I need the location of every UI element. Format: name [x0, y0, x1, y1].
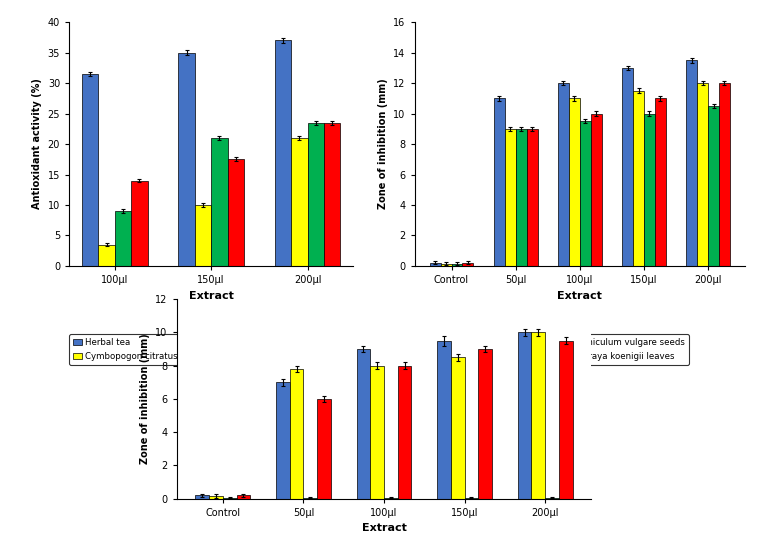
Bar: [580, 121, 591, 266]
Bar: [290, 369, 303, 499]
Bar: [465, 497, 478, 499]
Bar: [527, 129, 538, 266]
Bar: [370, 366, 384, 499]
Bar: [178, 53, 195, 266]
Bar: [441, 264, 452, 266]
Bar: [505, 129, 515, 266]
Bar: [452, 264, 462, 266]
Bar: [451, 357, 465, 499]
Bar: [384, 497, 398, 499]
Bar: [531, 332, 545, 499]
Y-axis label: Zone of inhibition (mm): Zone of inhibition (mm): [378, 79, 388, 209]
Bar: [276, 382, 290, 499]
Bar: [308, 123, 324, 266]
Bar: [559, 341, 572, 499]
Bar: [655, 98, 666, 266]
Bar: [545, 497, 559, 499]
Bar: [223, 497, 237, 499]
Bar: [633, 91, 644, 266]
Bar: [195, 205, 211, 266]
Y-axis label: Antioxidant activity (%): Antioxidant activity (%): [32, 79, 42, 209]
Bar: [131, 181, 147, 266]
Bar: [687, 60, 697, 266]
Bar: [558, 83, 569, 266]
Bar: [356, 349, 370, 499]
Bar: [478, 349, 492, 499]
Bar: [708, 106, 719, 266]
Bar: [209, 496, 223, 499]
Bar: [275, 40, 291, 266]
Bar: [515, 129, 527, 266]
Bar: [324, 123, 340, 266]
Text: b: b: [575, 393, 584, 406]
Bar: [518, 332, 531, 499]
Legend: Herbal tea, Cymbopogon citratus leaves, Foeniculum vulgare seeds, Murraya koenig: Herbal tea, Cymbopogon citratus leaves, …: [415, 334, 689, 365]
Bar: [317, 399, 331, 499]
Text: a: a: [207, 393, 216, 406]
Bar: [237, 495, 250, 499]
Legend: Herbal tea, Cymbopogon citratus leaves, Foeniculum vulgare seeds, Murraya koenig: Herbal tea, Cymbopogon citratus leaves, …: [69, 334, 343, 365]
Bar: [719, 83, 730, 266]
Bar: [622, 68, 633, 266]
X-axis label: Extract: Extract: [558, 290, 602, 300]
Bar: [211, 138, 227, 266]
Bar: [98, 245, 114, 266]
Bar: [82, 74, 98, 266]
Bar: [430, 263, 441, 266]
Bar: [303, 497, 317, 499]
Bar: [462, 263, 473, 266]
Bar: [114, 211, 131, 266]
Bar: [697, 83, 708, 266]
Bar: [196, 495, 209, 499]
X-axis label: Extract: Extract: [189, 290, 233, 300]
Bar: [494, 98, 505, 266]
Bar: [569, 98, 580, 266]
Bar: [591, 114, 601, 266]
Bar: [291, 138, 308, 266]
Bar: [227, 160, 244, 266]
Bar: [398, 366, 412, 499]
X-axis label: Extract: Extract: [362, 523, 406, 533]
Y-axis label: Zone of inhibition (mm): Zone of inhibition (mm): [140, 334, 150, 464]
Bar: [644, 114, 655, 266]
Bar: [437, 341, 451, 499]
